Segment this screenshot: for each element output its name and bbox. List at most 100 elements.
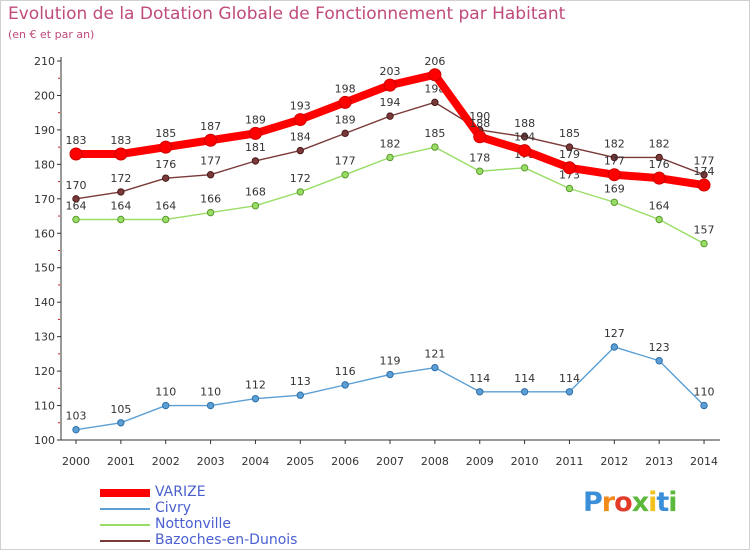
data-point-bazoches-en-dunois	[72, 195, 80, 203]
data-label-civry: 121	[424, 348, 445, 361]
legend-label-varize: VARIZE	[155, 484, 206, 500]
data-point-varize	[69, 147, 83, 161]
data-point-civry	[341, 381, 349, 389]
y-tick-label: 180	[34, 158, 55, 171]
y-tick-label: 130	[34, 331, 55, 344]
data-point-civry	[476, 388, 484, 396]
data-point-varize	[518, 144, 532, 158]
data-label-civry: 123	[649, 341, 670, 354]
line-chart: 100 110 120 130 140 150 160 170 180 190 200 210 2000…	[34, 55, 720, 468]
data-label-nottonville: 172	[290, 172, 311, 185]
data-point-varize	[159, 140, 173, 154]
legend-item-varize: VARIZE	[100, 484, 360, 501]
data-point-bazoches-en-dunois	[251, 157, 260, 165]
data-label-civry: 103	[66, 410, 87, 423]
data-label-civry: 110	[200, 386, 221, 399]
data-label-bazoches-en-dunois: 185	[559, 127, 580, 140]
y-tick-label: 100	[34, 434, 55, 447]
data-point-civry	[117, 419, 125, 427]
data-label-nottonville: 164	[110, 199, 131, 212]
data-point-civry	[610, 343, 619, 351]
y-tick-label: 160	[34, 227, 55, 240]
data-point-civry	[520, 388, 529, 396]
x-tick-label: 2013	[645, 455, 673, 468]
data-label-civry: 105	[110, 403, 131, 416]
legend-swatch-varize	[100, 489, 150, 497]
data-point-varize	[204, 133, 218, 147]
data-point-civry	[386, 370, 394, 379]
y-tick-label: 110	[34, 400, 55, 413]
data-label-civry: 110	[694, 386, 715, 399]
data-label-civry: 116	[335, 365, 356, 378]
data-point-bazoches-en-dunois	[431, 98, 439, 107]
data-point-varize	[697, 178, 711, 192]
x-tick-label: 2010	[511, 455, 539, 468]
data-label-civry: 127	[604, 327, 625, 340]
data-point-nottonville	[476, 167, 484, 175]
legend-label-bazoches-en-dunois: Bazoches-en-Dunois	[155, 532, 298, 548]
data-point-bazoches-en-dunois	[162, 174, 170, 182]
x-tick-label: 2007	[376, 455, 404, 468]
data-label-varize: 183	[110, 134, 131, 147]
data-point-bazoches-en-dunois	[206, 171, 215, 179]
data-point-bazoches-en-dunois	[341, 129, 349, 138]
data-point-civry	[655, 357, 663, 365]
data-point-bazoches-en-dunois	[565, 143, 574, 151]
data-point-nottonville	[72, 215, 80, 224]
data-label-varize: 174	[694, 165, 715, 178]
data-label-bazoches-en-dunois: 170	[66, 179, 87, 192]
data-point-nottonville	[565, 184, 574, 193]
data-label-varize: 176	[649, 158, 670, 171]
data-point-civry	[72, 425, 80, 434]
x-tick-label: 2012	[600, 455, 628, 468]
data-point-bazoches-en-dunois	[655, 153, 663, 162]
x-tick-label: 2014	[690, 455, 718, 468]
x-tick-label: 2001	[107, 455, 135, 468]
data-label-civry: 113	[290, 375, 311, 388]
legend-label-civry: Civry	[155, 500, 191, 516]
data-point-nottonville	[162, 215, 170, 224]
data-label-varize: 206	[424, 55, 445, 68]
data-label-nottonville: 168	[245, 186, 266, 199]
y-tick-label: 170	[34, 193, 55, 206]
data-label-nottonville: 169	[604, 182, 625, 195]
data-label-nottonville: 166	[200, 193, 221, 206]
proxiti-logo: Proxiti	[583, 487, 678, 518]
data-point-nottonville	[296, 188, 304, 196]
data-point-civry	[431, 363, 439, 372]
data-label-bazoches-en-dunois: 177	[694, 155, 715, 168]
x-tick-label: 2000	[62, 455, 90, 468]
data-label-nottonville: 185	[424, 127, 445, 140]
data-label-civry: 110	[155, 386, 176, 399]
data-point-nottonville	[655, 215, 663, 224]
legend-label-nottonville: Nottonville	[155, 516, 232, 532]
y-tick-label: 200	[34, 89, 55, 102]
data-label-varize: 179	[559, 148, 580, 161]
data-point-civry	[206, 401, 215, 410]
data-point-varize	[383, 78, 397, 92]
y-tick-label: 140	[34, 296, 55, 309]
data-point-nottonville	[386, 153, 394, 162]
data-point-civry	[251, 394, 260, 403]
data-point-civry	[565, 388, 574, 396]
data-label-civry: 112	[245, 379, 266, 392]
data-point-varize	[562, 161, 576, 175]
data-label-bazoches-en-dunois: 182	[604, 137, 625, 150]
data-point-nottonville	[431, 143, 439, 151]
chart-subtitle: (en € et par an)	[8, 28, 95, 41]
data-point-bazoches-en-dunois	[386, 112, 394, 120]
data-point-varize	[607, 168, 621, 182]
data-label-varize: 183	[66, 134, 87, 147]
data-label-bazoches-en-dunois: 176	[155, 158, 176, 171]
data-label-nottonville: 178	[469, 151, 490, 164]
y-tick-label: 190	[34, 124, 55, 137]
data-label-nottonville: 164	[155, 199, 176, 212]
legend-item-civry: Civry	[100, 500, 360, 517]
data-label-bazoches-en-dunois: 182	[649, 137, 670, 150]
data-point-civry	[700, 401, 708, 410]
data-label-bazoches-en-dunois: 190	[469, 110, 490, 123]
y-tick-label: 210	[34, 55, 55, 68]
y-tick-label: 150	[34, 262, 55, 275]
data-label-nottonville: 157	[694, 224, 715, 237]
data-label-varize: 188	[469, 117, 490, 130]
